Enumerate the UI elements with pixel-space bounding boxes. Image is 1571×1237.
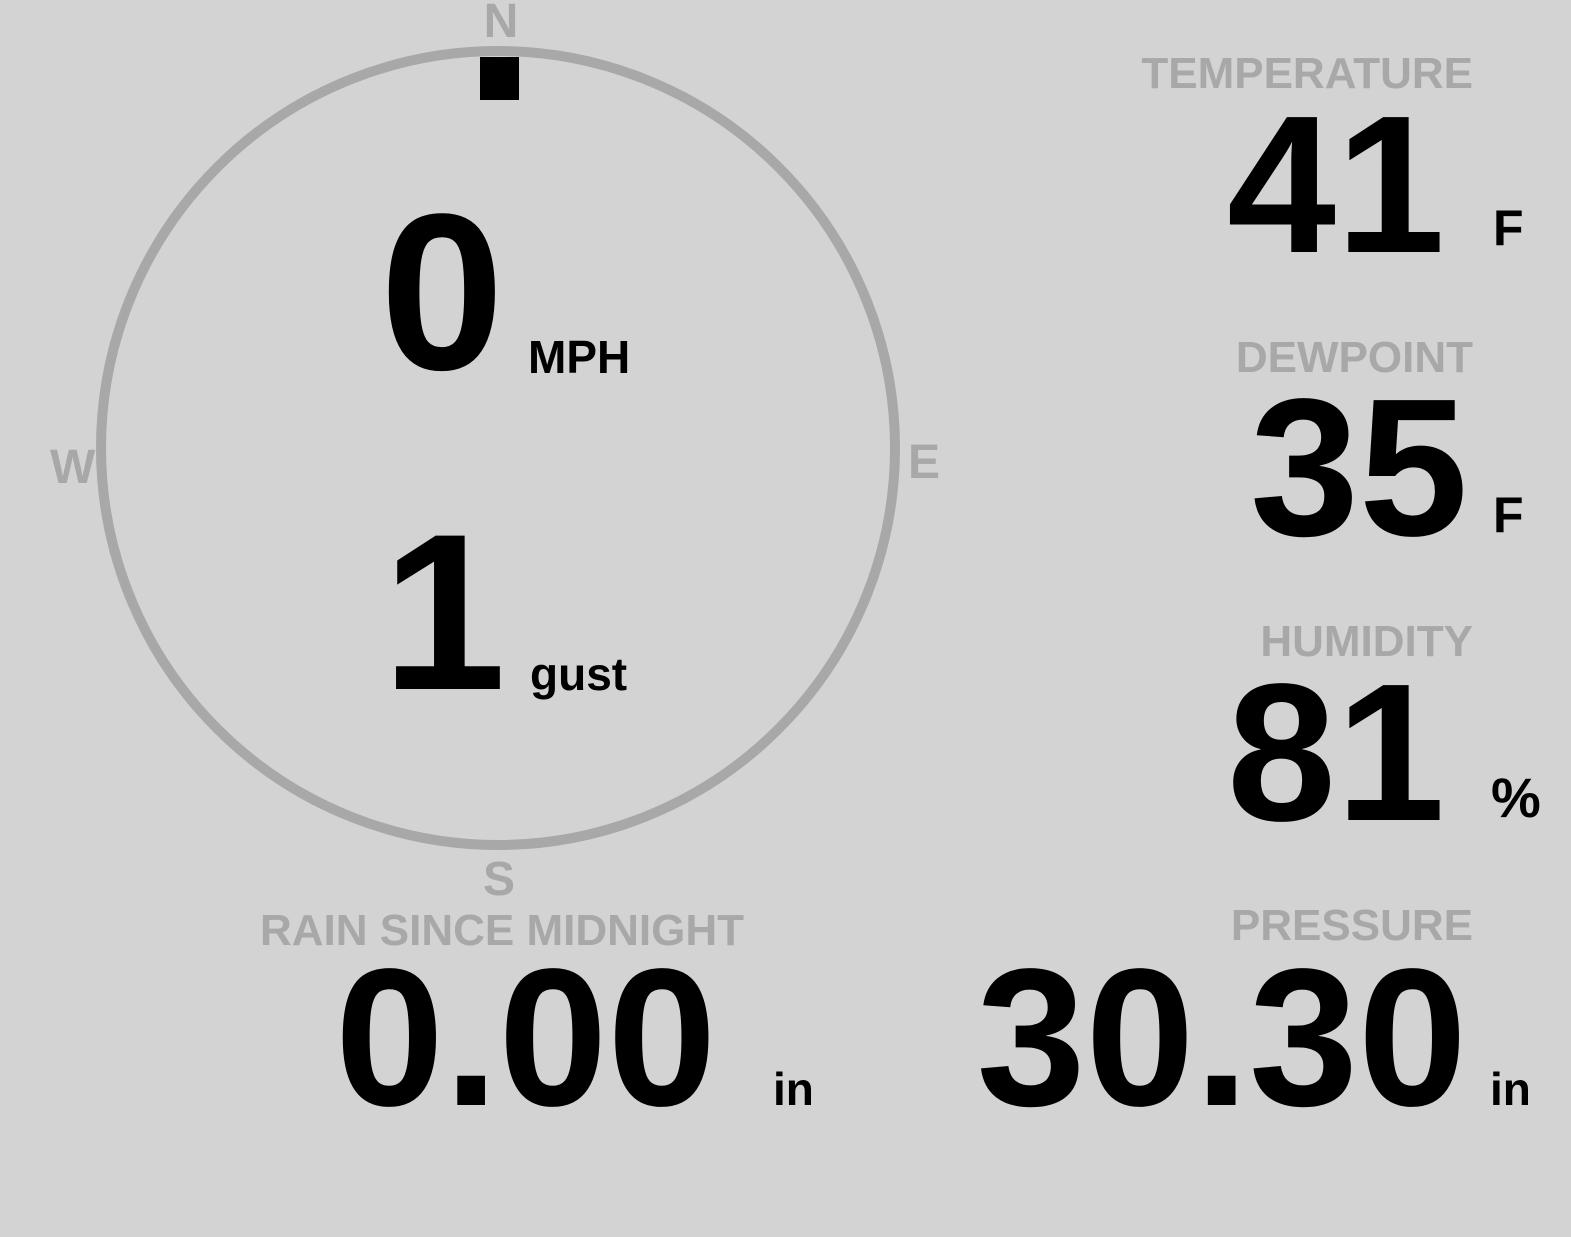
- dewpoint-value: 35: [1249, 358, 1468, 577]
- temperature-unit: F: [1493, 200, 1524, 256]
- wind-speed-unit: MPH: [528, 331, 631, 383]
- rain-value: 0.00: [335, 928, 717, 1147]
- wind-gust-unit: gust: [530, 648, 628, 700]
- pressure-label: PRESSURE: [1230, 901, 1473, 950]
- pressure-value: 30.30: [976, 928, 1467, 1147]
- compass-ring: [96, 46, 900, 850]
- wind-gust-value: 1: [382, 488, 507, 737]
- rain-unit: in: [773, 1063, 814, 1115]
- wind-speed-value: 0: [380, 168, 505, 417]
- pressure-unit: in: [1490, 1063, 1531, 1115]
- humidity-label: HUMIDITY: [1260, 617, 1473, 666]
- dewpoint-unit: F: [1493, 487, 1524, 543]
- compass-west-label: W: [50, 441, 96, 494]
- humidity-value: 81: [1226, 643, 1445, 862]
- rain-label: RAIN SINCE MIDNIGHT: [260, 906, 744, 955]
- temperature-label: TEMPERATURE: [1141, 49, 1473, 98]
- compass-north-label: N: [483, 0, 519, 48]
- temperature-value: 41: [1226, 75, 1445, 294]
- dewpoint-label: DEWPOINT: [1235, 333, 1473, 382]
- wind-direction-pointer: [480, 57, 519, 100]
- humidity-unit: %: [1491, 766, 1541, 829]
- compass-south-label: S: [482, 853, 515, 906]
- compass-east-label: E: [908, 436, 941, 489]
